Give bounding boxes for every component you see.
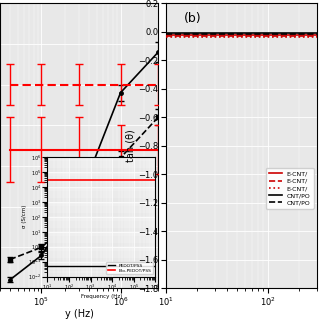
- X-axis label: y (Hz): y (Hz): [65, 309, 93, 319]
- Text: (b): (b): [184, 12, 202, 25]
- Legend: E-CNT/, E-CNT/, E-CNT/, CNT/PO, CNT/PO: E-CNT/, E-CNT/, E-CNT/, CNT/PO, CNT/PO: [266, 168, 314, 209]
- Y-axis label: tan (θ): tan (θ): [125, 129, 135, 162]
